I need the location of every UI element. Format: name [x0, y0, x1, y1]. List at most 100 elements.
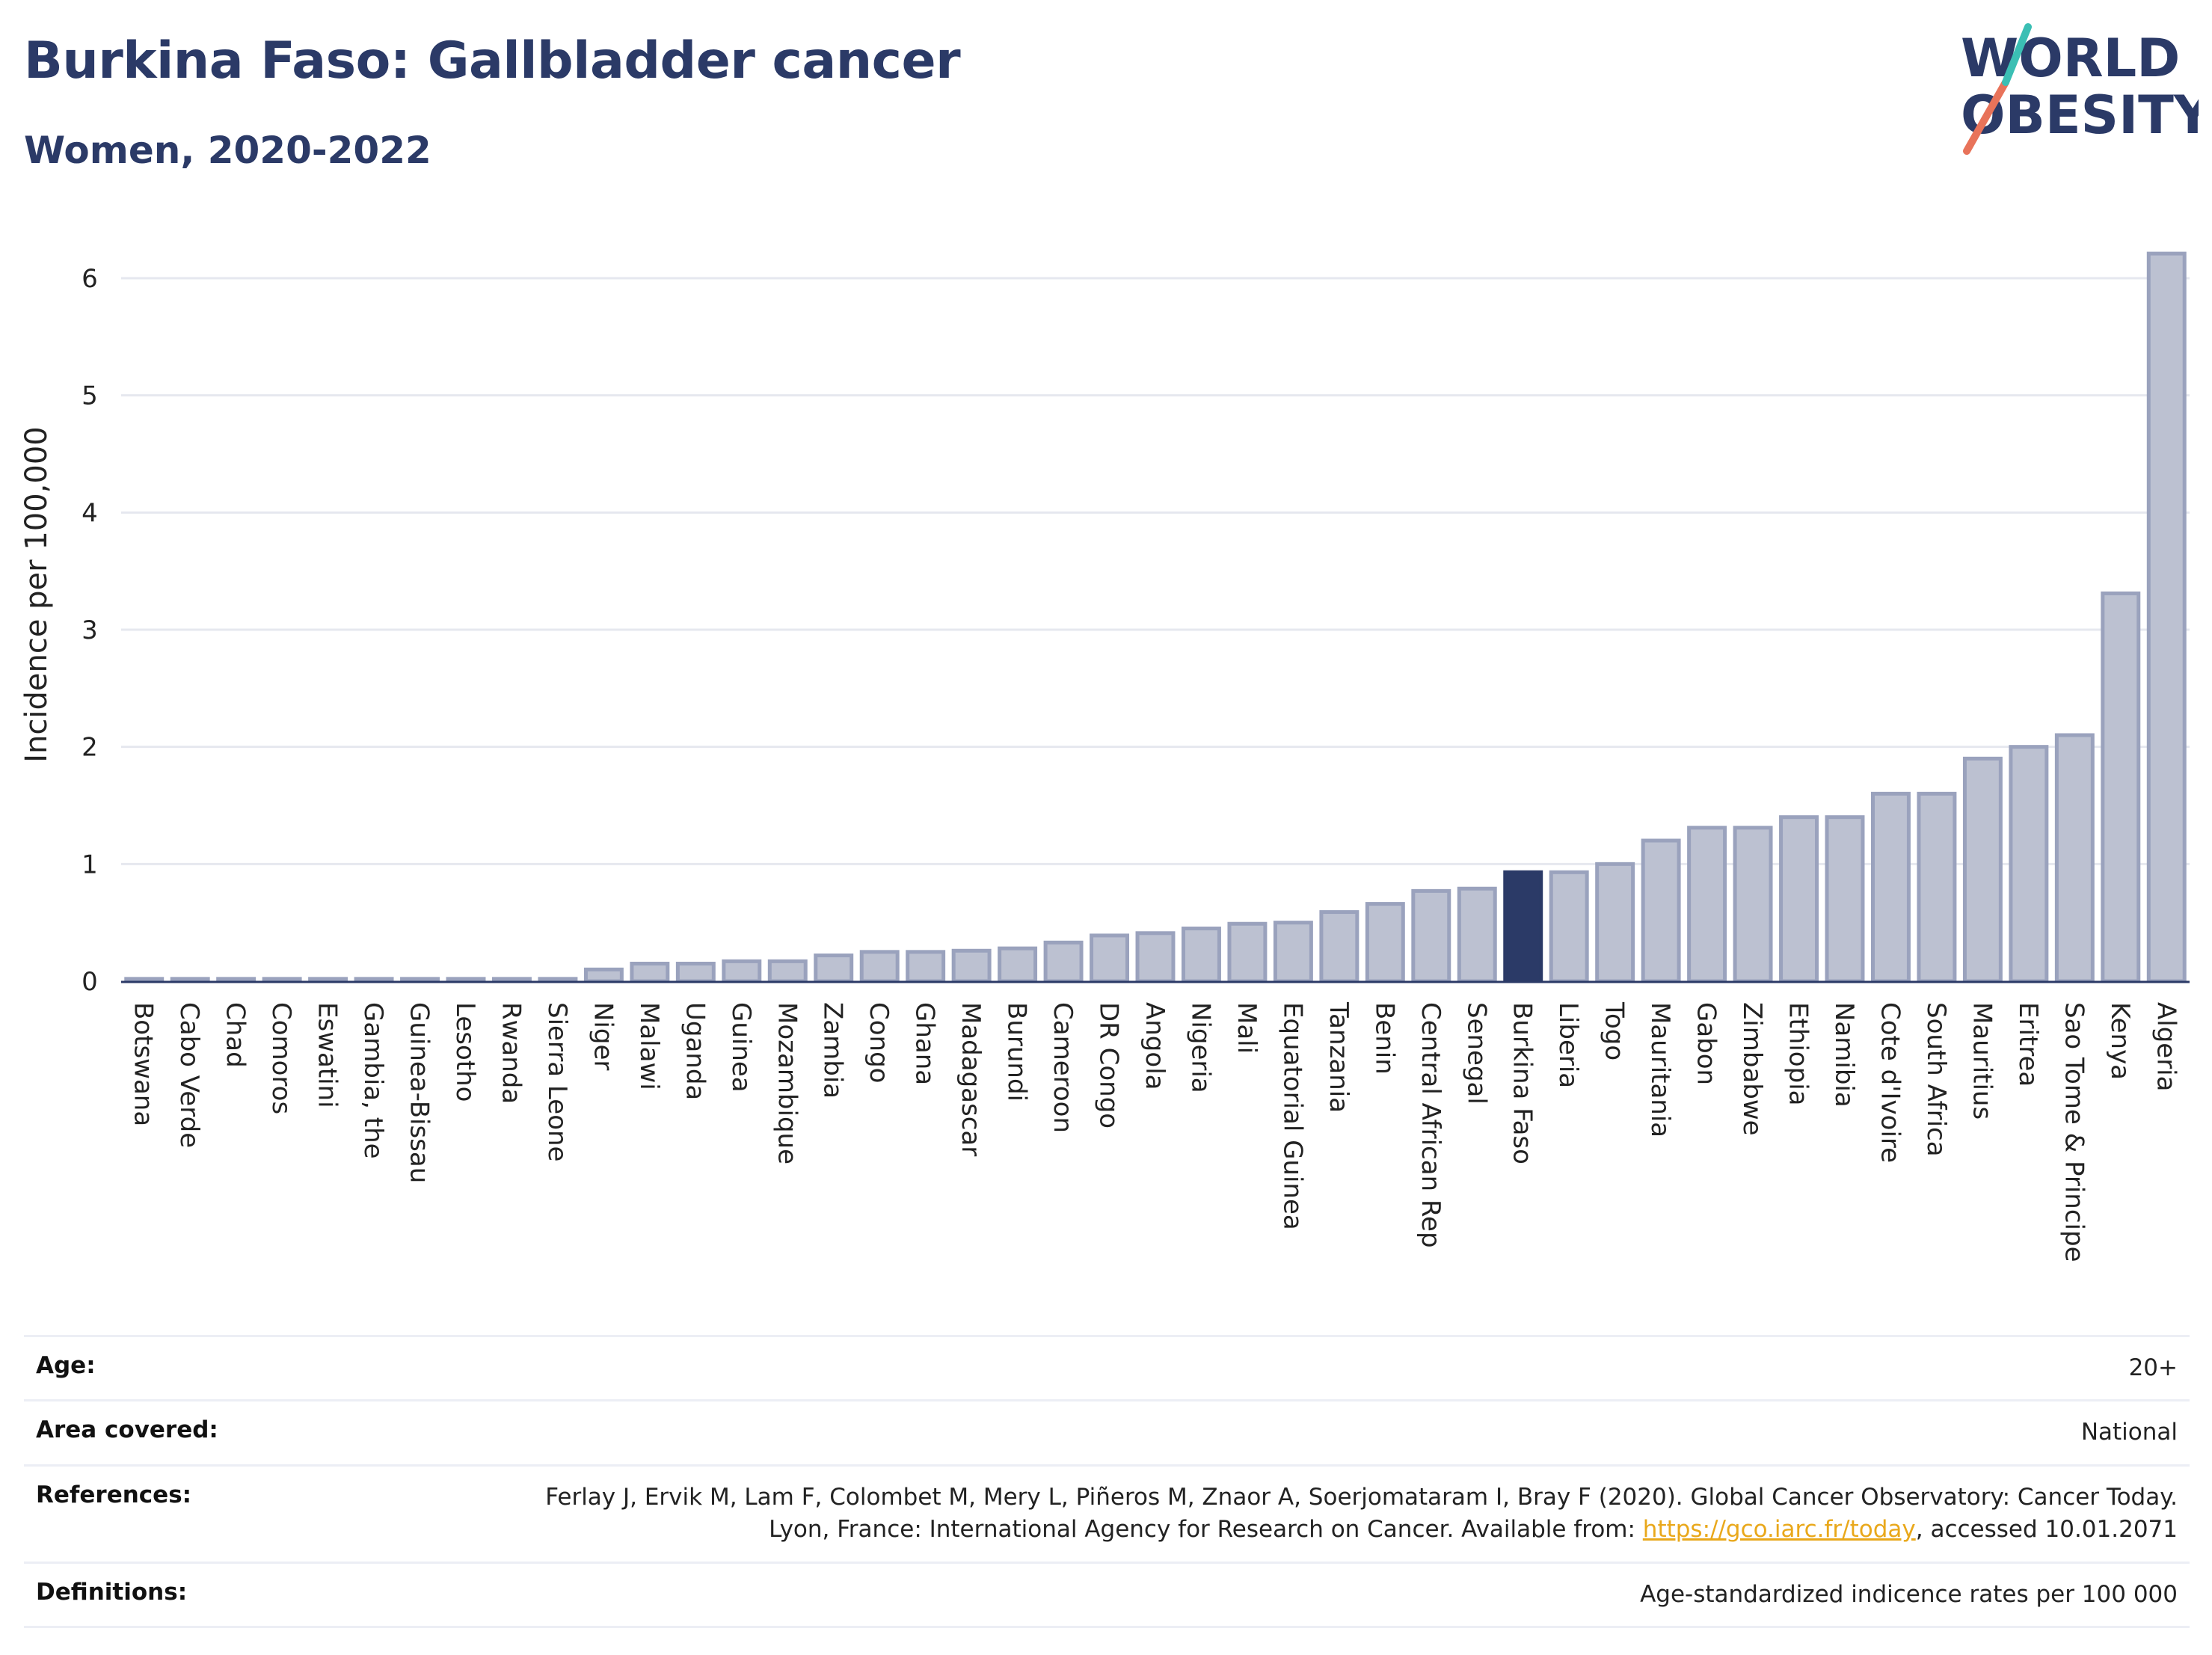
y-tick-label: 2	[82, 733, 98, 763]
y-axis-title: Incidence per 100,000	[19, 426, 54, 763]
bar-cameroon	[1043, 940, 1084, 983]
y-tick-label: 3	[82, 615, 98, 645]
chart-title: Burkina Faso: Gallbladder cancer	[24, 31, 961, 90]
world-obesity-logo: WORLD OBESITY	[1961, 23, 2199, 155]
bar-guinea	[722, 959, 762, 983]
x-category-label: Sao Tome & Principe	[2059, 1002, 2089, 1262]
x-category-label: Equatorial Guinea	[1277, 1002, 1307, 1230]
info-value-area: National	[2080, 1419, 2178, 1446]
x-category-label: Niger	[588, 1002, 618, 1070]
x-category-label: Madagascar	[956, 1002, 986, 1156]
bar-gabon	[1687, 826, 1727, 983]
x-category-label: Cameroon	[1048, 1002, 1078, 1133]
x-category-label: Guinea	[726, 1002, 756, 1093]
y-tick-label: 5	[82, 381, 98, 411]
bar-dr-congo	[1090, 933, 1130, 983]
x-category-label: Mauritania	[1645, 1002, 1675, 1137]
info-label-area: Area covered:	[36, 1416, 218, 1444]
bar-uganda	[675, 962, 716, 983]
x-category-label: Gabon	[1692, 1002, 1721, 1085]
bar-central-african-rep	[1411, 888, 1451, 983]
bar-sao-tome-principe	[2054, 733, 2095, 983]
info-value-age: 20+	[2128, 1354, 2178, 1381]
x-category-label: Chad	[221, 1002, 251, 1068]
x-category-label: Lesotho	[450, 1002, 480, 1102]
bar-mali	[1227, 921, 1268, 983]
x-category-label: Benin	[1369, 1002, 1399, 1075]
x-category-label: Eritrea	[2013, 1002, 2043, 1087]
x-category-label: Eswatini	[313, 1002, 342, 1108]
logo-slash-red	[1963, 79, 2009, 155]
chart-subtitle: Women, 2020-2022	[24, 129, 431, 172]
bar-kenya	[2101, 591, 2141, 983]
y-tick-label: 1	[82, 850, 98, 879]
info-row-definitions: Definitions: Age-standardized indicence …	[24, 1561, 2190, 1628]
info-row-references: References: Ferlay J, Ervik M, Lam F, Co…	[24, 1464, 2190, 1562]
bar-burkina-faso	[1503, 870, 1543, 983]
bar-zambia	[814, 954, 854, 983]
bar-equatorial-guinea	[1273, 921, 1313, 983]
x-category-label: Mali	[1232, 1002, 1262, 1054]
y-tick-label: 0	[82, 967, 98, 997]
bar-ethiopia	[1779, 815, 1819, 983]
x-category-label: Rwanda	[496, 1002, 526, 1104]
x-category-label: Nigeria	[1185, 1002, 1215, 1093]
bar-togo	[1595, 862, 1635, 983]
bar-madagascar	[951, 948, 992, 983]
bar-angola	[1135, 931, 1176, 983]
bar-zimbabwe	[1733, 826, 1773, 983]
info-label-definitions: Definitions:	[36, 1578, 188, 1606]
x-category-label: Congo	[864, 1002, 894, 1083]
info-table: Age: 20+ Area covered: National Referenc…	[24, 1335, 2190, 1628]
bar-algeria	[2146, 251, 2187, 983]
x-category-label: Mauritius	[1967, 1002, 1997, 1120]
x-category-label: Botswana	[129, 1002, 159, 1126]
x-category-label: Mozambique	[772, 1002, 802, 1164]
bar-niger	[583, 967, 624, 983]
x-category-label: Togo	[1600, 1001, 1629, 1060]
bar-burundi	[998, 946, 1038, 983]
x-category-label: Angola	[1140, 1002, 1170, 1090]
bar-nigeria	[1181, 927, 1221, 983]
x-category-label: DR Congo	[1094, 1002, 1124, 1129]
bar-benin	[1365, 902, 1405, 983]
x-category-label: Gambia, the	[358, 1002, 388, 1159]
y-tick-labels: 0 1 2 3 4 5 6	[82, 264, 98, 997]
y-tick-label: 4	[82, 498, 98, 528]
logo-slash-teal	[2002, 23, 2032, 86]
x-category-label: Ghana	[910, 1002, 940, 1085]
bar-tanzania	[1319, 910, 1360, 983]
x-category-label: Malawi	[634, 1002, 664, 1090]
bar-mauritania	[1641, 838, 1681, 983]
x-category-label: Zimbabwe	[1737, 1002, 1767, 1136]
logo-text-world: WORLD	[1961, 28, 2180, 89]
info-value-references: Ferlay J, Ervik M, Lam F, Colombet M, Me…	[532, 1481, 2178, 1547]
x-category-label: Comoros	[266, 1002, 296, 1114]
x-category-label: Ethiopia	[1784, 1002, 1813, 1105]
x-category-label: South Africa	[1921, 1002, 1951, 1157]
x-category-label: Algeria	[2151, 1002, 2181, 1091]
reference-link[interactable]: https://gco.iarc.fr/today	[1642, 1516, 1916, 1544]
x-category-label: Namibia	[1829, 1002, 1859, 1108]
bar-senegal	[1457, 886, 1497, 983]
x-category-label: Central African Rep	[1416, 1002, 1446, 1248]
gridlines	[121, 277, 2190, 865]
x-category-label: Burkina Faso	[1508, 1002, 1537, 1164]
x-category-labels: Botswana Cabo Verde Chad Comoros Eswatini Gam…	[129, 1001, 2181, 1262]
reference-accessed: , accessed 10.01.2071	[1915, 1516, 2178, 1544]
y-tick-label: 6	[82, 264, 98, 294]
x-category-label: Liberia	[1553, 1002, 1583, 1088]
reference-text: Ferlay J, Ervik M, Lam F, Colombet M, Me…	[545, 1483, 2178, 1544]
bar-chart: 0 1 2 3 4 5 6 Botswana Cabo Verde Chad Comoros Esw…	[19, 251, 2190, 1262]
bar-eritrea	[2009, 745, 2049, 983]
x-category-label: Uganda	[680, 1002, 710, 1100]
x-category-label: Cabo Verde	[174, 1002, 204, 1148]
x-category-label: Cote d'Ivoire	[1875, 1002, 1905, 1163]
info-row-area: Area covered: National	[24, 1399, 2190, 1464]
bar-mauritius	[1962, 756, 2003, 983]
bar-ghana	[906, 950, 946, 983]
bar-namibia	[1825, 815, 1865, 983]
x-category-label: Guinea-Bissau	[405, 1002, 434, 1183]
x-category-label: Tanzania	[1324, 1001, 1354, 1113]
info-value-definitions: Age-standardized indicence rates per 100…	[1640, 1580, 2178, 1608]
